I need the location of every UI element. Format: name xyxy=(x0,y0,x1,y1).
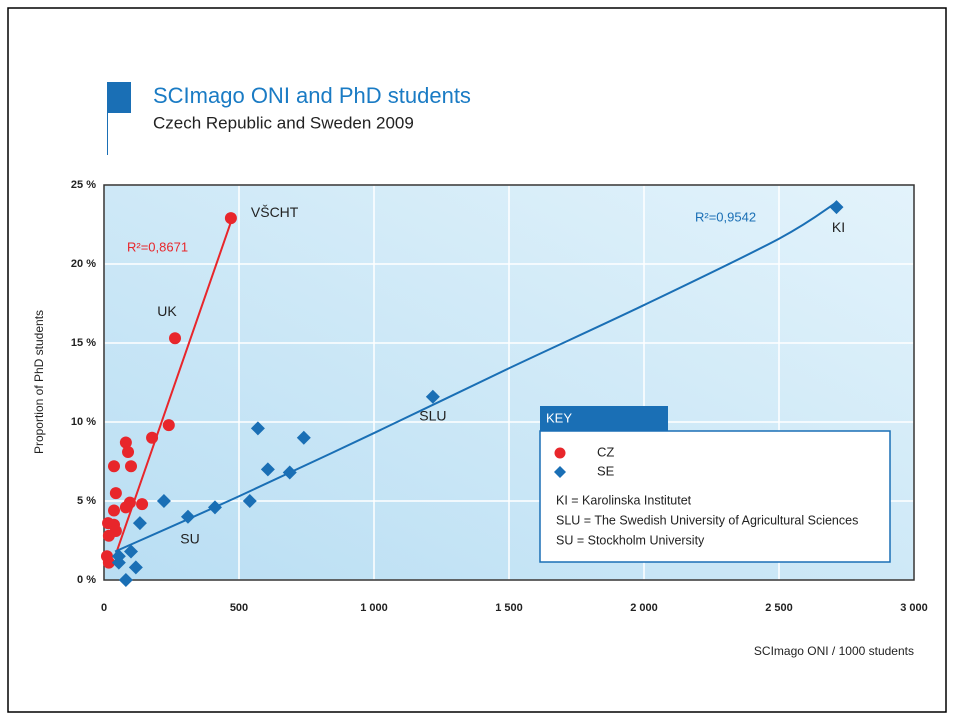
point-label: VŠCHT xyxy=(251,204,299,220)
x-tick-label: 0 xyxy=(101,602,107,614)
legend-label: CZ xyxy=(597,444,614,459)
point xyxy=(102,529,115,542)
y-tick-label: 0 % xyxy=(77,574,96,586)
point xyxy=(125,460,137,473)
point-label: SU xyxy=(180,531,199,547)
point xyxy=(107,504,120,517)
chart-title: SCImago ONI and PhD students xyxy=(153,83,471,108)
point xyxy=(118,573,133,587)
point-label: KI xyxy=(832,219,845,235)
trendline xyxy=(114,201,838,553)
plot-frame xyxy=(103,184,915,581)
point xyxy=(119,501,132,514)
legend: KEY CZ SE KI = Karolinska Institutet SLU = … xyxy=(539,406,891,563)
point xyxy=(169,332,182,345)
point xyxy=(132,516,147,531)
point xyxy=(425,389,440,404)
legend-box xyxy=(539,430,891,563)
y-tick-label: 5 % xyxy=(77,495,96,507)
point xyxy=(136,498,149,511)
trendline xyxy=(114,216,234,557)
point xyxy=(156,494,171,508)
slide-border xyxy=(7,7,947,713)
point xyxy=(282,465,297,480)
point xyxy=(128,560,143,575)
x-tick-label: 500 xyxy=(230,602,248,614)
x-tick-label: 1 500 xyxy=(495,602,523,614)
point xyxy=(109,487,122,500)
point xyxy=(107,460,120,473)
x-tick-label: 2 000 xyxy=(630,602,658,614)
x-axis-label: SCImago ONI / 1000 students xyxy=(754,644,914,658)
point xyxy=(207,500,222,515)
point-label: UK xyxy=(157,303,177,319)
x-tick-label: 2 500 xyxy=(765,602,793,614)
marks xyxy=(100,200,844,587)
r-squared-label: R²=0,8671 xyxy=(127,239,188,254)
point xyxy=(111,555,126,570)
point xyxy=(146,431,159,444)
point xyxy=(119,436,132,449)
point xyxy=(224,212,237,225)
point xyxy=(180,509,195,524)
y-axis-label: Proportion of PhD students xyxy=(32,310,46,454)
point xyxy=(250,421,265,436)
point xyxy=(162,419,175,432)
title-bar xyxy=(107,82,131,113)
chart-subtitle: Czech Republic and Sweden 2009 xyxy=(153,113,414,132)
y-tick-label: 10 % xyxy=(71,416,96,428)
point xyxy=(124,544,138,559)
legend-note: SLU = The Swedish University of Agricult… xyxy=(556,513,858,527)
legend-swatch xyxy=(554,466,566,478)
legend-note: SU = Stockholm University xyxy=(556,533,705,547)
legend-note: KI = Karolinska Institutet xyxy=(556,493,692,507)
point xyxy=(829,200,844,215)
legend-title: KEY xyxy=(546,410,572,425)
x-tick-label: 3 000 xyxy=(900,602,928,614)
point xyxy=(122,446,135,459)
point xyxy=(260,462,275,477)
legend-label: SE xyxy=(597,463,615,478)
y-tick-label: 15 % xyxy=(71,337,96,349)
y-tick-label: 25 % xyxy=(71,179,96,191)
point-label: SLU xyxy=(419,407,446,423)
x-tick-label: 1 000 xyxy=(360,602,388,614)
point xyxy=(102,556,115,569)
point xyxy=(296,430,311,445)
y-tick-label: 20 % xyxy=(71,258,96,270)
point xyxy=(242,494,257,508)
legend-tab xyxy=(540,406,668,431)
r-squared-label: R²=0,9542 xyxy=(695,209,756,224)
legend-swatch xyxy=(554,447,566,459)
